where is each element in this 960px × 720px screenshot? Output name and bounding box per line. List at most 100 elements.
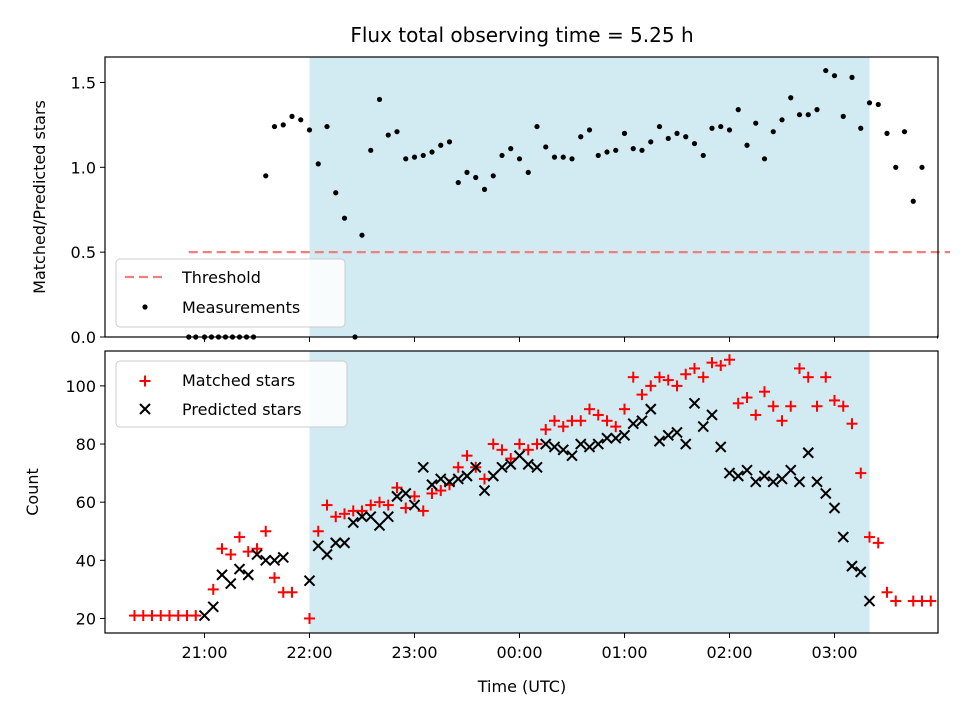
predicted-point [522,458,534,471]
measurement-point [866,100,873,106]
predicted-point-b [776,473,788,485]
predicted-point [408,499,421,511]
measurement-point [613,147,619,153]
predicted-point [732,470,744,482]
matched-point [575,415,587,427]
top-y-axis-label: Matched/Predicted stars [30,100,49,294]
matched-point [452,461,464,473]
predicted-point [260,554,272,567]
measurement-point [429,149,435,155]
predicted-point-b [198,609,211,622]
predicted-point [461,470,473,482]
predicted-point [715,441,727,453]
matched-point [732,397,744,409]
measurement-point [420,152,426,159]
predicted-point [723,467,736,479]
predicted-point-b [391,490,403,503]
predicted-point-b [417,461,429,473]
predicted-point [671,426,683,439]
measurement-point [271,123,278,130]
measurement-point [324,123,330,130]
predicted-point-b [312,540,324,552]
predicted-point [828,502,841,514]
predicted-point-b [575,438,587,450]
matched-point [409,490,420,502]
predicted-point-b [321,548,333,561]
predicted-point [417,461,429,473]
matched-point [837,400,849,412]
measurement-point [884,130,890,136]
matched-point [785,400,797,412]
predicted-point [811,476,823,488]
predicted-point [233,563,246,575]
measurement-point [306,127,313,133]
measurement-point [578,134,584,140]
measurement-point [761,156,768,162]
bottom-axes: 20 40 60 80 100 21:00 22:00 23:00 00:00 01:00 02:0… [65,350,939,662]
matched-point [269,572,280,584]
measurement-point [289,113,295,119]
measurement-point [744,142,750,148]
predicted-point-b [242,569,254,581]
bottom-legend-box [115,360,348,428]
matched-point [619,403,630,415]
matched-point [627,371,639,383]
predicted-point-b [303,574,316,587]
measurement-point [709,125,715,131]
predicted-point [400,487,412,500]
matched-point [750,409,762,421]
predicted-point-b [767,476,779,488]
measurement-point [779,117,785,123]
measurement-point [901,129,908,135]
measurement-point [919,164,925,170]
matched-point [374,496,385,508]
measurement-point [639,147,645,153]
predicted-point-b [216,569,228,581]
matched-point [767,400,779,412]
predicted-point-b [863,595,876,607]
predicted-point [548,441,561,453]
predicted-point [505,458,517,471]
matched-point [487,438,499,450]
bottom-y-tick-label: 80 [76,435,96,454]
measurement-point [525,169,531,175]
matched-point [531,438,543,450]
legend-matched-swatch [139,375,151,387]
predicted-point-b [400,487,412,500]
measurement-point [726,127,733,133]
predicted-point [863,595,876,607]
measurement-point [481,186,488,192]
matched-point [461,450,473,462]
predicted-point-b [531,461,543,473]
predicted-point [487,470,499,482]
bottom-x-tick-label: 02:00 [706,643,752,662]
predicted-point-b [601,432,613,444]
predicted-point-b [277,551,289,564]
top-axes: 0.0 0.5 1.0 1.5 Threshold Measurements [71,56,950,347]
measurement-point [718,123,724,130]
predicted-point-b [557,444,569,456]
matched-point [680,368,692,380]
matched-point [304,612,315,624]
measurement-point [298,117,304,123]
matched-point [811,400,823,412]
predicted-point [207,601,219,613]
matched-point [382,499,394,511]
measurement-point [403,156,409,162]
matched-point [479,473,490,485]
measurement-point [674,130,680,136]
top-observing-window [309,57,870,337]
bottom-y-axis-label: Count [23,468,42,516]
predicted-point [758,470,771,482]
predicted-point [365,511,377,523]
predicted-point [496,461,508,473]
matched-point [724,354,735,366]
predicted-point [435,473,447,485]
matched-point [759,386,770,398]
measurement-point [534,123,540,130]
measurement-point [508,146,514,152]
matched-point [312,525,324,537]
matched-point [549,415,560,427]
predicted-point-b [260,554,272,567]
predicted-point [680,438,692,450]
